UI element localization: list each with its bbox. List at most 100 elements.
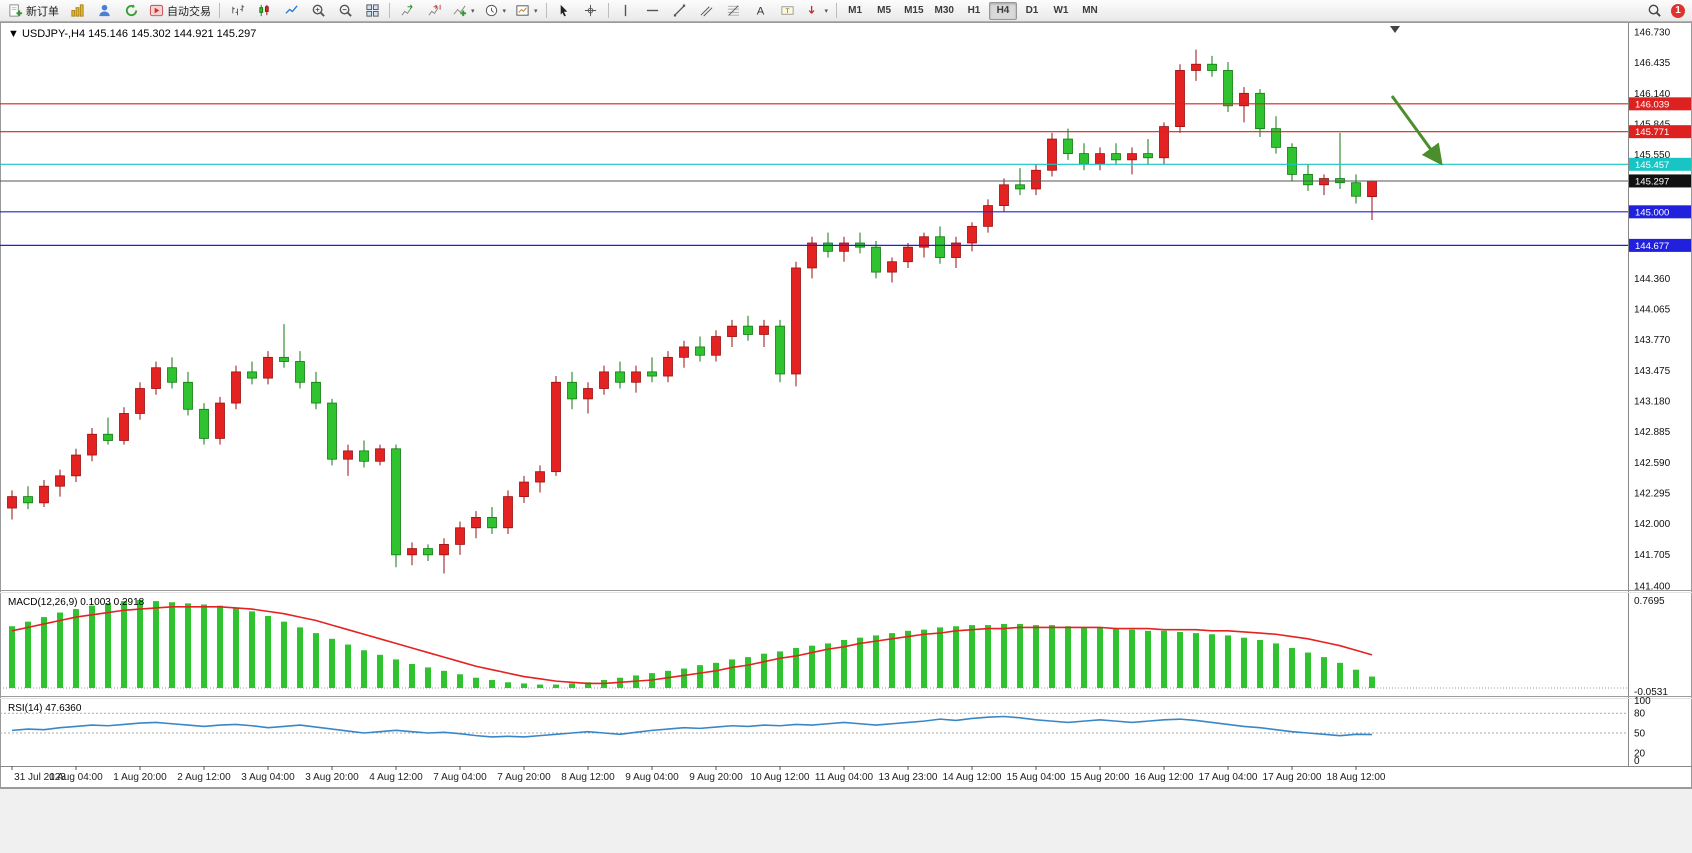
macd-histogram-bar — [665, 670, 671, 688]
macd-histogram-bar — [425, 667, 431, 688]
macd-histogram-bar — [281, 621, 287, 688]
search-button[interactable] — [1641, 1, 1667, 21]
indicators-button[interactable]: ▾ — [448, 1, 479, 21]
line-chart-button[interactable] — [278, 1, 304, 21]
zoom-out-button[interactable] — [332, 1, 358, 21]
chart-shift-button[interactable] — [421, 1, 447, 21]
candle — [871, 240, 881, 279]
candlestick-chart-button[interactable] — [251, 1, 277, 21]
price-line-145.771-badge — [1629, 125, 1691, 139]
macd-histogram-bar — [377, 654, 383, 688]
text-label-button[interactable]: T — [775, 1, 801, 21]
macd-histogram-bar — [505, 682, 511, 688]
timeframe-M5[interactable]: M5 — [877, 5, 892, 16]
arrow-annotation[interactable] — [1390, 95, 1443, 166]
candle — [295, 351, 305, 389]
refresh-button[interactable] — [118, 1, 144, 21]
candle — [711, 330, 721, 362]
periods-dropdown-caret[interactable]: ▾ — [502, 7, 507, 15]
bid-price-badge-text: 145.297 — [1635, 176, 1669, 187]
price-axis-label: 142.885 — [1634, 427, 1671, 438]
trendline-button[interactable] — [667, 1, 693, 21]
charts-button[interactable] — [64, 1, 90, 21]
timeframe-H1[interactable]: H1 — [967, 5, 981, 16]
candle — [535, 465, 545, 493]
vertical-line-button[interactable] — [613, 1, 639, 21]
time-axis-label: 4 Aug 12:00 — [369, 772, 423, 783]
price-chart-canvas[interactable]: 146.730 146.435 146.140 145.845 145.550 144.3… — [0, 22, 1692, 788]
macd-histogram-bar — [793, 647, 799, 688]
macd-histogram-bar — [1065, 626, 1071, 688]
templates-button[interactable]: ▾ — [511, 1, 542, 21]
macd-scale-max: 0.7695 — [1634, 596, 1665, 607]
arrows-icon — [808, 5, 815, 14]
candle — [423, 544, 433, 562]
macd-histogram-bar — [473, 677, 479, 688]
chart-window[interactable]: 146.730 146.435 146.140 145.845 145.550 144.3… — [0, 22, 1692, 788]
price-axis-label: 144.360 — [1634, 274, 1671, 285]
timeframe-M30[interactable]: M30 — [934, 5, 954, 16]
candle — [679, 340, 689, 368]
price-axis-label: 146.730 — [1634, 28, 1671, 39]
horizontal-line-icon — [646, 9, 659, 12]
arrows-button[interactable]: ▾ — [802, 1, 833, 21]
timeframe-W1[interactable]: W1 — [1053, 5, 1069, 16]
macd-histogram-bar — [905, 630, 911, 688]
candle — [631, 365, 641, 393]
timeframe-M1[interactable]: M1 — [848, 5, 863, 16]
bar-chart-button[interactable] — [224, 1, 250, 21]
price-lines[interactable]: 146.039 145.771 145.457 145.000 144.677 145.2… — [0, 97, 1691, 252]
macd-histogram-bar — [489, 679, 495, 688]
timeframe-D1[interactable]: D1 — [1025, 5, 1039, 16]
candle — [695, 336, 705, 362]
equidistant-channel-button[interactable] — [694, 1, 720, 21]
candle — [599, 365, 609, 395]
macd-histogram-bar — [185, 603, 191, 688]
macd-histogram-bar — [873, 635, 879, 688]
notification-badge[interactable]: 1 — [1671, 3, 1685, 18]
macd-histogram-bar — [345, 644, 351, 688]
zoom-in-button[interactable] — [305, 1, 331, 21]
horizontal-line-button[interactable] — [640, 1, 666, 21]
time-axis-label: 13 Aug 23:00 — [879, 772, 938, 783]
timeframe-H4[interactable]: H4 — [988, 1, 1017, 20]
time-axis-label: 7 Aug 04:00 — [433, 772, 487, 783]
fibonacci-button[interactable] — [721, 1, 747, 21]
new-order-button[interactable]: 新订单 — [4, 1, 63, 21]
timeframe-MN[interactable]: MN — [1082, 5, 1098, 16]
cursor-button[interactable] — [551, 1, 577, 21]
candle — [1239, 87, 1249, 123]
rsi-label: RSI(14) 47.6360 — [8, 703, 82, 714]
macd-histogram-bar — [201, 604, 207, 688]
macd-histogram-bar — [409, 663, 415, 688]
auto-trading-button[interactable]: 自动交易 — [145, 1, 215, 21]
profiles-button[interactable] — [91, 1, 117, 21]
candle — [439, 538, 449, 574]
macd-histogram-bar — [1145, 630, 1151, 688]
rsi-pane: RSI(14) 47.6360 100 80 50 200 — [0, 696, 1651, 767]
text-button[interactable]: A — [748, 1, 774, 21]
indicators-icon — [453, 5, 467, 17]
chart-shift-marker[interactable] — [1390, 26, 1400, 33]
candle — [1319, 174, 1329, 196]
rsi-line — [11, 715, 1373, 738]
candle — [951, 236, 961, 268]
price-axis-label: 144.065 — [1634, 305, 1671, 316]
tile-windows-button[interactable] — [359, 1, 385, 21]
macd-histogram-bar — [25, 621, 31, 688]
arrows-dropdown-caret[interactable]: ▾ — [824, 7, 829, 15]
crosshair-button[interactable] — [578, 1, 604, 21]
macd-histogram-bar — [153, 601, 159, 688]
candle — [1047, 132, 1057, 177]
timeframe-M15[interactable]: M15 — [904, 5, 924, 16]
periods-button[interactable]: ▾ — [480, 1, 511, 21]
toolbar-separator — [545, 3, 547, 18]
indicators-dropdown-caret[interactable]: ▾ — [471, 7, 475, 15]
templates-dropdown-caret[interactable]: ▾ — [534, 7, 538, 15]
macd-histogram-bar — [857, 637, 863, 688]
macd-histogram-bar — [297, 627, 303, 688]
candle — [1303, 164, 1313, 192]
price-line-144.677-badge — [1629, 238, 1691, 252]
macd-histogram-bar — [889, 633, 895, 688]
auto-scroll-button[interactable] — [394, 1, 420, 21]
